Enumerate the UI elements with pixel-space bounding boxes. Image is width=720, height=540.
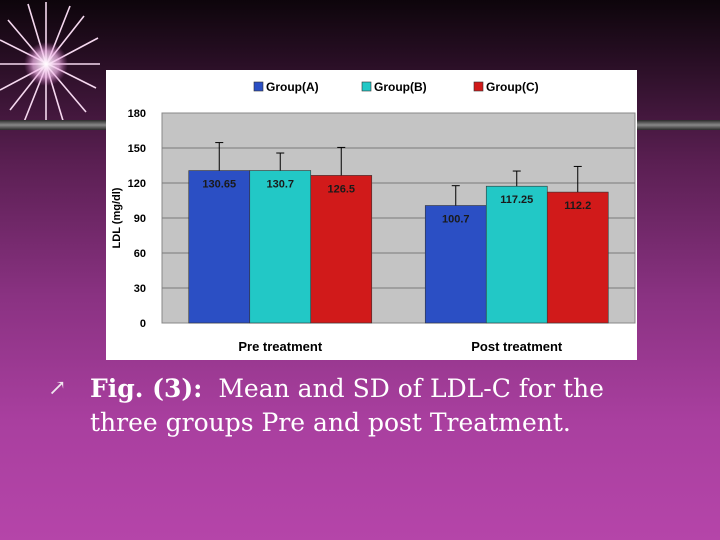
y-tick-label: 0 (140, 318, 146, 330)
y-tick-label: 30 (134, 283, 146, 295)
chart-panel: 0 30 60 90 120 150 180 LDL (mg/dl) 130.65 130.7 12… (106, 70, 637, 360)
legend-swatch (253, 81, 264, 92)
legend-entry: Group(B) (374, 80, 427, 94)
y-tick-label: 150 (128, 143, 146, 155)
data-label: 100.7 (442, 214, 470, 226)
sparkle-decoration (0, 2, 100, 128)
y-axis-label: LDL (mg/dl) (111, 187, 123, 248)
bar (310, 175, 373, 324)
legend-swatch (361, 81, 372, 92)
bar (188, 170, 251, 324)
bar (424, 205, 487, 324)
caption-text-line2: three groups Pre and post Treatment. (90, 408, 571, 437)
data-label: 117.25 (500, 194, 533, 206)
bar (249, 170, 312, 324)
data-label: 112.2 (564, 200, 591, 212)
bar (485, 185, 548, 324)
y-tick-label: 180 (128, 108, 146, 120)
figure-caption: ↗ Fig. (3): Mean and SD of LDL-C for the… (48, 372, 692, 440)
data-label: 130.65 (202, 179, 236, 191)
y-tick-label: 120 (128, 178, 146, 190)
caption-text-line1: Mean and SD of LDL-C for the (218, 374, 604, 403)
bar (546, 191, 609, 324)
arrow-bullet-icon: ↗ (48, 376, 67, 401)
legend-entry: Group(A) (266, 80, 319, 94)
y-tick-label: 90 (134, 213, 146, 225)
legend-swatch (473, 81, 484, 92)
y-tick-label: 60 (134, 248, 146, 260)
category-label: Post treatment (471, 339, 563, 354)
data-label: 126.5 (327, 183, 355, 195)
legend-entry: Group(C) (486, 80, 539, 94)
caption-lead: Fig. (3): (90, 374, 203, 403)
category-label: Pre treatment (238, 339, 322, 354)
data-label: 130.7 (266, 179, 294, 191)
bar-chart: 0 30 60 90 120 150 180 LDL (mg/dl) 130.65 130.7 12… (111, 80, 636, 354)
